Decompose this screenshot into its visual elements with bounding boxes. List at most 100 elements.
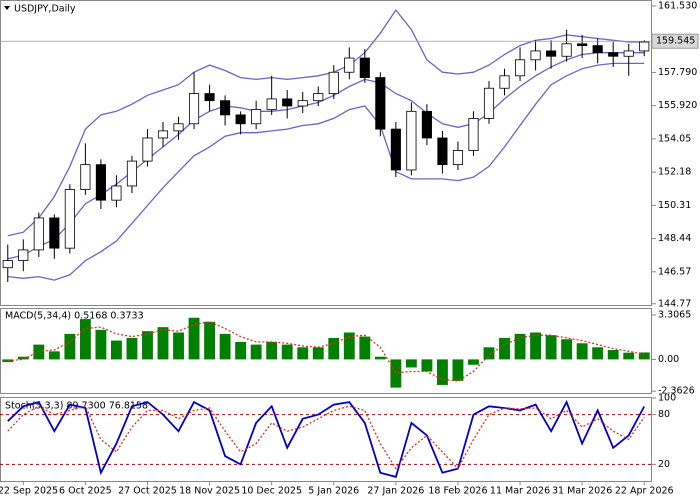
macd-bar [2, 359, 14, 363]
x-tick-label: 22 Sep 2025 [0, 486, 58, 497]
macd-pane [0, 308, 652, 394]
y-tick-label: 154.05 [658, 133, 691, 144]
y-tick-label: 100 [658, 393, 676, 404]
macd-bar [514, 333, 526, 360]
macd-bar [250, 344, 262, 360]
macd-bar [142, 331, 153, 360]
macd-bar [157, 327, 169, 360]
candle-body [251, 109, 262, 125]
macd-bar [64, 333, 76, 360]
macd-bar [110, 340, 122, 360]
last-price-label: 159.545 [656, 36, 695, 47]
macd-signal [7, 321, 645, 382]
candle-body [499, 75, 510, 89]
macd-bar [266, 341, 278, 360]
y-tick-label: -2.3626 [658, 386, 695, 397]
macd-bar [421, 359, 433, 372]
x-tick-label: 27 Oct 2025 [118, 486, 177, 497]
candle-body [282, 98, 293, 107]
stoch-pane [0, 397, 652, 482]
candle-body [577, 43, 588, 46]
macd-bar [499, 337, 510, 360]
macd-bar [592, 347, 604, 360]
macd-bar [312, 347, 324, 360]
candle-body [95, 164, 106, 201]
candle-body [483, 87, 495, 119]
candle-body [80, 164, 91, 190]
macd-bar [545, 335, 557, 360]
y-tick-label: 155.920 [658, 100, 697, 111]
y-tick-label: 148.44 [658, 233, 691, 244]
y-tick-label: 152.18 [658, 167, 691, 178]
price-pane [0, 0, 652, 306]
candle-body [126, 160, 138, 187]
macd-bar [173, 332, 184, 360]
x-tick-label: 18 Nov 2025 [179, 486, 240, 497]
candle-body [468, 118, 479, 151]
candle-body [2, 260, 13, 269]
band-lower [7, 62, 645, 281]
macd-bar [235, 341, 247, 360]
candle-body [421, 110, 432, 139]
candle-body [406, 110, 417, 171]
candle-body [359, 57, 370, 78]
candle-body [111, 185, 122, 201]
stoch-line [7, 405, 645, 470]
macd-bar [17, 356, 29, 360]
macd-bar [359, 336, 371, 360]
candle-body [173, 123, 184, 132]
macd-bar [126, 337, 138, 360]
x-tick-label: 5 Jan 2026 [308, 486, 359, 497]
macd-bar [436, 359, 448, 385]
candle-body [49, 217, 60, 249]
candle-body [437, 137, 448, 166]
macd-bar [468, 359, 479, 365]
macd-bar [607, 349, 619, 360]
candle-body [297, 100, 308, 107]
band-middle [7, 52, 645, 260]
macd-bar [483, 347, 495, 360]
candle-body [157, 130, 169, 139]
candle-body [328, 71, 339, 94]
y-tick-label: 80 [658, 409, 670, 420]
y-tick-label: 161.530 [658, 0, 697, 11]
candle-body [266, 98, 277, 110]
macd-bar [576, 343, 588, 360]
macd-bar [343, 332, 355, 360]
candle-body [18, 249, 29, 261]
y-tick-label: 157.790 [658, 67, 697, 78]
symbol-menu-icon[interactable] [4, 6, 10, 10]
candle-body [235, 114, 246, 125]
candle-body [220, 100, 231, 116]
macd-bar [390, 359, 402, 388]
x-tick-label: 6 Oct 2025 [59, 486, 112, 497]
y-tick-label: 144.77 [658, 298, 691, 309]
candle-body [561, 43, 572, 57]
macd-bar [638, 352, 650, 360]
x-tick-label: 31 Mar 2026 [552, 486, 612, 497]
candle-body [452, 150, 464, 166]
candle-body [375, 77, 386, 130]
macd-bar [48, 351, 60, 360]
macd-bar [328, 337, 340, 360]
x-tick-label: 10 Dec 2025 [241, 486, 302, 497]
x-tick-label: 18 Feb 2026 [428, 486, 487, 497]
macd-title: MACD(5,34,4) 0.5168 0.3733 [5, 311, 144, 322]
macd-bar [297, 347, 309, 360]
candle-body [530, 50, 541, 61]
x-tick-label: 27 Jan 2026 [367, 486, 424, 497]
y-tick-label: 146.57 [658, 266, 691, 277]
candle-body [623, 50, 634, 57]
x-tick-label: 22 Apr 2026 [615, 486, 674, 497]
chart-title: USDJPY,Daily [14, 4, 76, 15]
y-tick-label: 3.3065 [658, 309, 691, 320]
candle-body [188, 93, 200, 125]
y-tick-label: 0.00 [658, 354, 679, 365]
macd-bar [530, 332, 542, 360]
macd-bar [95, 329, 107, 360]
candle-body [33, 217, 44, 251]
macd-bar [623, 352, 635, 360]
stoch-line [7, 399, 645, 478]
candle-body [592, 45, 603, 54]
macd-bar [188, 317, 200, 360]
